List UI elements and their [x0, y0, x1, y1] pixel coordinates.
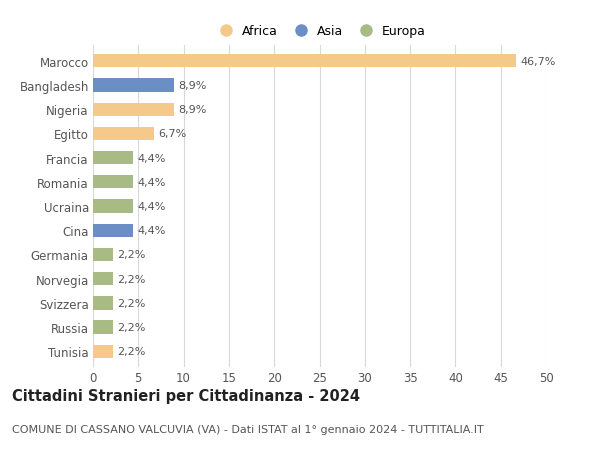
Bar — [93, 176, 133, 189]
Text: 2,2%: 2,2% — [118, 298, 146, 308]
Bar — [93, 55, 516, 68]
Text: 8,9%: 8,9% — [178, 81, 206, 91]
Bar — [93, 151, 133, 165]
Text: 4,4%: 4,4% — [137, 226, 166, 236]
Bar — [93, 224, 133, 237]
Text: 6,7%: 6,7% — [158, 129, 187, 139]
Text: COMUNE DI CASSANO VALCUVIA (VA) - Dati ISTAT al 1° gennaio 2024 - TUTTITALIA.IT: COMUNE DI CASSANO VALCUVIA (VA) - Dati I… — [12, 425, 484, 435]
Bar — [93, 128, 154, 141]
Bar — [93, 103, 173, 117]
Bar — [93, 79, 173, 92]
Text: 4,4%: 4,4% — [137, 202, 166, 212]
Text: 8,9%: 8,9% — [178, 105, 206, 115]
Bar — [93, 272, 113, 285]
Text: 4,4%: 4,4% — [137, 153, 166, 163]
Legend: Africa, Asia, Europa: Africa, Asia, Europa — [208, 20, 431, 43]
Text: Cittadini Stranieri per Cittadinanza - 2024: Cittadini Stranieri per Cittadinanza - 2… — [12, 388, 360, 403]
Bar — [93, 345, 113, 358]
Text: 2,2%: 2,2% — [118, 250, 146, 260]
Bar — [93, 200, 133, 213]
Text: 2,2%: 2,2% — [118, 347, 146, 357]
Bar — [93, 297, 113, 310]
Bar — [93, 248, 113, 262]
Text: 46,7%: 46,7% — [521, 56, 556, 67]
Text: 2,2%: 2,2% — [118, 322, 146, 332]
Bar — [93, 321, 113, 334]
Text: 2,2%: 2,2% — [118, 274, 146, 284]
Text: 4,4%: 4,4% — [137, 177, 166, 187]
